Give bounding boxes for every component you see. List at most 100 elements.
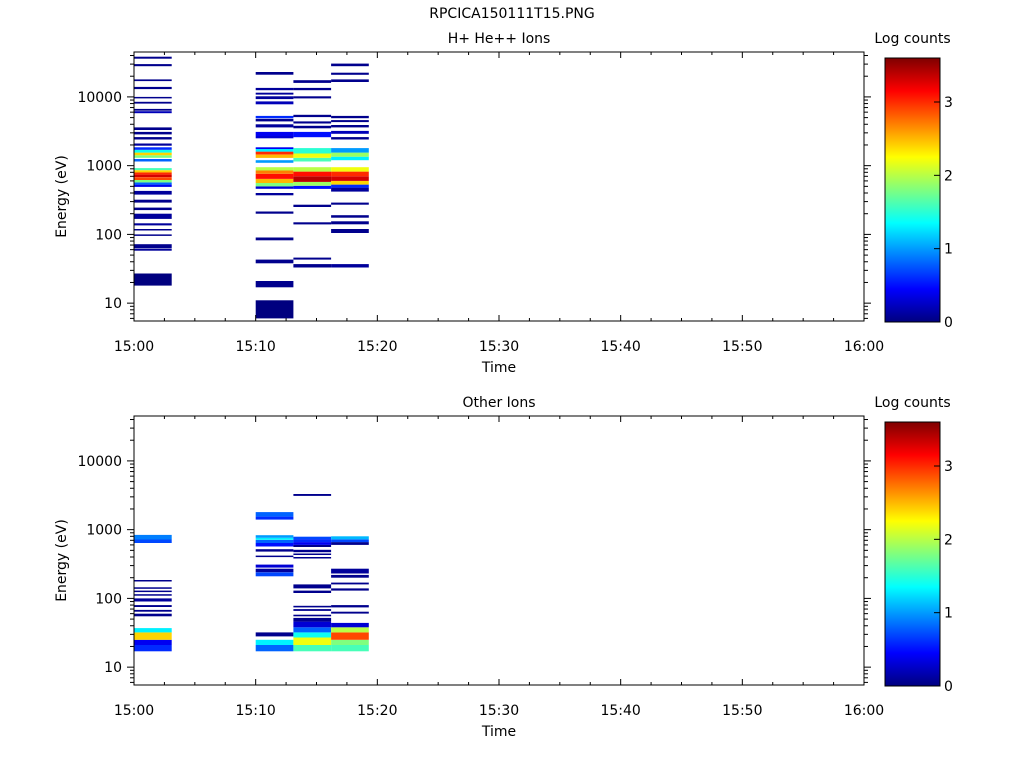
heatmap-cell bbox=[255, 543, 294, 547]
heatmap-cell bbox=[331, 72, 369, 75]
heatmap-cell bbox=[293, 87, 332, 91]
heatmap-cell bbox=[255, 118, 294, 122]
plot-frame bbox=[133, 415, 865, 686]
heatmap-cell bbox=[134, 86, 172, 90]
heatmap-cell bbox=[134, 149, 172, 153]
y-tick-label: 10 bbox=[104, 660, 122, 676]
heatmap-cell bbox=[134, 177, 172, 180]
colorbar-tick-label: 1 bbox=[944, 242, 953, 258]
heatmap-cell bbox=[293, 96, 332, 99]
heatmap-cell bbox=[134, 639, 172, 645]
plot-frame bbox=[133, 51, 865, 322]
y-tick-label: 1000 bbox=[86, 159, 122, 175]
heatmap-cell bbox=[134, 168, 172, 171]
heatmap-cell bbox=[134, 539, 172, 543]
heatmap-cell bbox=[134, 213, 172, 219]
heatmap-cell bbox=[293, 257, 332, 260]
heatmap-cell bbox=[331, 176, 369, 181]
colorbar-tick-label: 3 bbox=[944, 459, 953, 475]
heatmap-cell bbox=[134, 172, 172, 175]
colorbar-tick-label: 0 bbox=[944, 679, 953, 695]
heatmap-cell bbox=[331, 605, 369, 608]
heatmap-cell bbox=[331, 130, 369, 134]
heatmap-cell bbox=[134, 207, 172, 211]
heatmap-cell bbox=[255, 154, 294, 158]
heatmap-cell bbox=[331, 187, 369, 192]
heatmap-cell bbox=[134, 613, 172, 617]
heatmap-cell bbox=[255, 173, 294, 179]
heatmap-cell bbox=[331, 588, 369, 591]
heatmap-cell bbox=[331, 63, 369, 67]
heatmap-cell bbox=[134, 587, 172, 589]
heatmap-cell bbox=[331, 568, 369, 574]
heatmap-cell bbox=[293, 632, 332, 638]
heatmap-cell bbox=[293, 605, 332, 608]
heatmap-cell bbox=[255, 101, 294, 105]
heatmap-cell bbox=[134, 152, 172, 156]
heatmap-cell bbox=[134, 56, 172, 59]
heatmap-cell bbox=[293, 167, 332, 172]
heatmap-cell bbox=[255, 193, 294, 196]
heatmap-cell bbox=[293, 536, 332, 540]
heatmap-cell bbox=[134, 244, 172, 249]
heatmap-cell bbox=[331, 156, 369, 161]
heatmap-cell bbox=[134, 108, 172, 111]
x-tick-label: 16:00 bbox=[844, 339, 884, 355]
heatmap-cell bbox=[255, 183, 294, 187]
heatmap-cell bbox=[255, 572, 294, 577]
heatmap-cell bbox=[293, 627, 332, 633]
heatmap-cell bbox=[134, 79, 172, 82]
heatmap-cell bbox=[255, 535, 294, 538]
x-tick-label: 15:50 bbox=[722, 339, 762, 355]
heatmap-cell bbox=[331, 137, 369, 140]
heatmap-cell bbox=[293, 121, 332, 124]
heatmap-cell bbox=[293, 148, 332, 154]
heatmap-cell bbox=[331, 180, 369, 185]
heatmap-cell bbox=[293, 222, 332, 225]
heatmap-cell bbox=[134, 590, 172, 593]
heatmap-cell bbox=[134, 184, 172, 187]
x-axis-label: Time bbox=[481, 724, 516, 740]
heatmap-cell bbox=[134, 174, 172, 178]
x-tick-label: 15:10 bbox=[235, 703, 275, 719]
heatmap-cell bbox=[255, 300, 294, 319]
panel-title: Other Ions bbox=[462, 395, 535, 411]
heatmap-cell bbox=[134, 96, 172, 99]
x-tick-label: 15:20 bbox=[357, 703, 397, 719]
heatmap-cell bbox=[134, 199, 172, 203]
heatmap-cell bbox=[134, 127, 172, 130]
heatmap-cell bbox=[331, 582, 369, 585]
heatmap-cell bbox=[255, 281, 294, 288]
heatmap-cell bbox=[331, 639, 369, 645]
heatmap-cell bbox=[255, 96, 294, 100]
heatmap-cell bbox=[293, 80, 332, 83]
x-tick-label: 15:00 bbox=[114, 703, 154, 719]
y-tick-label: 10000 bbox=[77, 90, 122, 106]
colorbar-tick-label: 2 bbox=[944, 168, 953, 184]
heatmap-cell bbox=[331, 264, 369, 268]
heatmap-cell bbox=[255, 259, 294, 264]
heatmap-cell bbox=[293, 590, 332, 593]
heatmap-cell bbox=[134, 273, 172, 286]
heatmap-cell bbox=[293, 617, 332, 622]
x-tick-label: 15:30 bbox=[479, 339, 519, 355]
heatmap-cell bbox=[134, 580, 172, 582]
colorbar-tick-label: 2 bbox=[944, 532, 953, 548]
heatmap-cell bbox=[331, 125, 369, 128]
heatmap-cell bbox=[134, 234, 172, 236]
colorbar-tick-label: 3 bbox=[944, 95, 953, 111]
heatmap-cell bbox=[255, 639, 294, 645]
heatmap-cell bbox=[255, 72, 294, 75]
heatmap-cell bbox=[255, 179, 294, 183]
heatmap-cell bbox=[331, 152, 369, 157]
x-tick-label: 15:30 bbox=[479, 703, 519, 719]
heatmap-cell bbox=[134, 111, 172, 114]
heatmap-cell bbox=[293, 539, 332, 543]
heatmap-cell bbox=[331, 167, 369, 172]
x-tick-label: 15:10 bbox=[235, 339, 275, 355]
heatmap-cell bbox=[255, 237, 294, 241]
heatmap-cell bbox=[134, 605, 172, 607]
heatmap-cell bbox=[134, 131, 172, 135]
heatmap-cell bbox=[134, 143, 172, 146]
